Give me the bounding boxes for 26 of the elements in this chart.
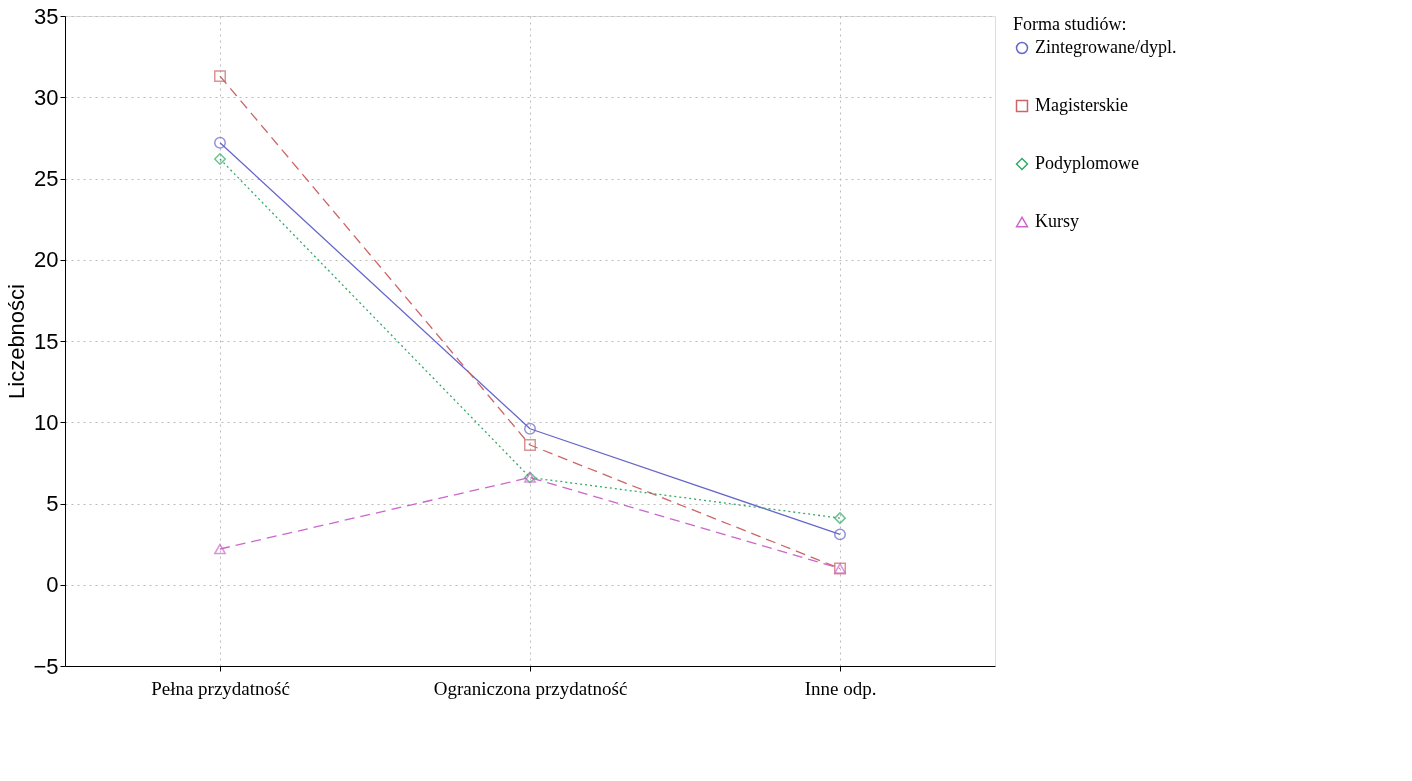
- y-tick-label: 0: [46, 572, 59, 598]
- x-tick-label: Inne odp.: [804, 677, 877, 699]
- point: [834, 512, 846, 525]
- x-tick-label: Ograniczona przydatność: [433, 677, 628, 699]
- legend-title: Forma studiów:: [1013, 14, 1127, 34]
- legend-label: Magisterskie: [1035, 95, 1128, 115]
- y-tick-label: 15: [34, 328, 59, 354]
- point: [834, 528, 846, 541]
- x-tick-label: Pełna przydatność: [151, 677, 290, 699]
- point: [214, 136, 226, 149]
- point: [524, 439, 536, 451]
- y-tick-label: 25: [34, 166, 59, 191]
- legend-label: Zintegrowane/dypl.: [1035, 37, 1177, 57]
- legend-label: Kursy: [1035, 211, 1079, 231]
- y-tick-label: −5: [33, 653, 59, 679]
- y-tick-label: 30: [34, 84, 59, 110]
- y-tick-label: 10: [34, 409, 59, 435]
- y-tick-label: 35: [34, 3, 59, 29]
- y-tick-label: 5: [46, 491, 59, 516]
- legend-label: Podyplomowe: [1035, 153, 1140, 173]
- point: [524, 422, 536, 435]
- point: [214, 543, 226, 555]
- point: [214, 153, 226, 165]
- y-tick-label: 20: [34, 247, 59, 273]
- point: [214, 70, 226, 83]
- y-axis-title: Liczebności: [4, 284, 30, 399]
